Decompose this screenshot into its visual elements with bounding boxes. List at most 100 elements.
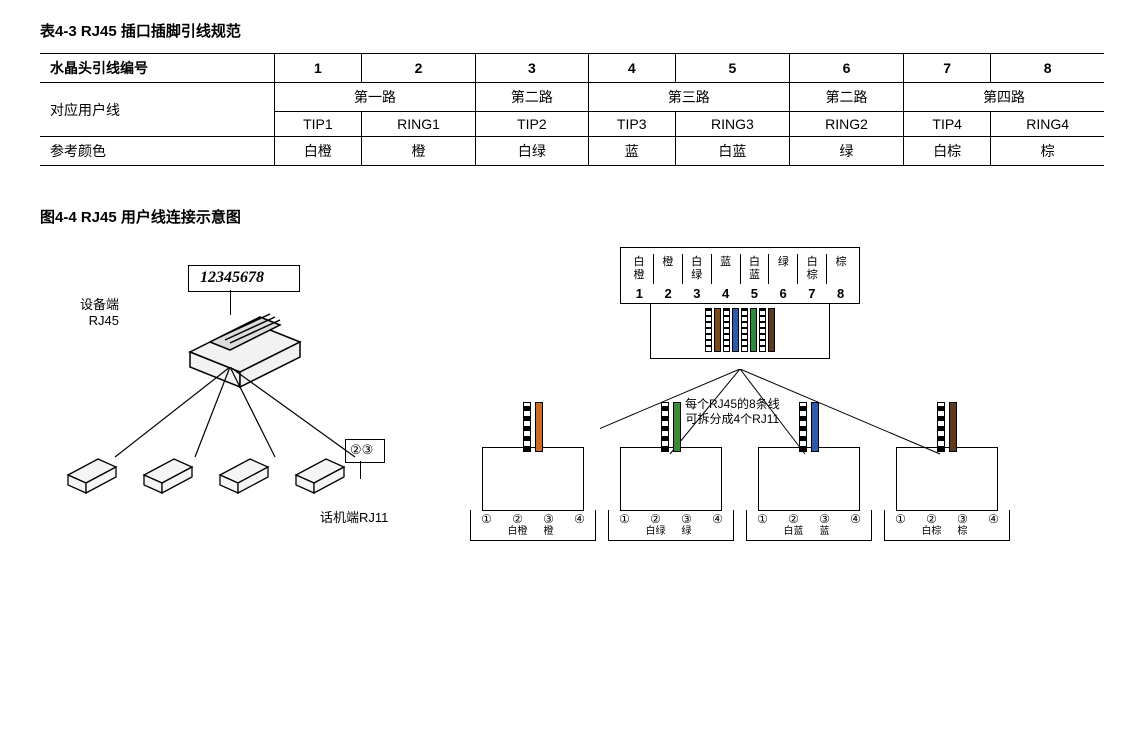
rj11-num: ①	[471, 512, 502, 526]
rj11-num: ③	[947, 512, 978, 526]
rj11-wire-2	[523, 402, 531, 452]
pn-4: 4	[711, 284, 740, 303]
rj11-color-label	[978, 526, 1009, 538]
rj11-wire-2	[937, 402, 945, 452]
rj11-num: ④	[840, 512, 871, 526]
hdr-userline: 对应用户线	[40, 83, 274, 137]
pc-1a: 白	[633, 256, 644, 268]
wire-8	[768, 308, 775, 352]
circled-23: ②③	[350, 442, 373, 458]
wire-3	[723, 308, 730, 352]
rj11-num: ④	[702, 512, 733, 526]
rj11-ports: ①②③④白橙橙①②③④白绿绿①②③④白蓝蓝①②③④白棕棕	[470, 447, 1010, 541]
route-3: 第三路	[588, 83, 789, 112]
circled-line	[360, 461, 361, 479]
sig-3: TIP2	[476, 112, 589, 137]
rj11-color-label: 白蓝	[778, 526, 809, 538]
figure-wrapper: 设备端 RJ45 12345678	[40, 247, 1104, 587]
note-l1: 每个RJ45的8条线	[685, 397, 780, 411]
rj11-num: ②	[778, 512, 809, 526]
wire-4	[732, 308, 739, 352]
col-4: 蓝	[588, 137, 675, 166]
wire-1	[705, 308, 712, 352]
wire-5	[741, 308, 748, 352]
route-1: 第一路	[274, 83, 475, 112]
rj11-color-label	[885, 526, 916, 538]
pin-2: 2	[361, 54, 475, 83]
rj11-body	[482, 447, 584, 511]
rj11-base: ①②③④白橙橙	[470, 510, 596, 541]
rj11-color-label	[564, 526, 595, 538]
pc-3b: 绿	[691, 269, 702, 281]
rj11-num: ①	[609, 512, 640, 526]
pin-label: 12345678	[200, 269, 264, 287]
col-7: 白棕	[904, 137, 991, 166]
rj11-icon	[136, 447, 198, 497]
rj11-color-label	[747, 526, 778, 538]
pc-5a: 白	[749, 256, 760, 268]
pin-spec-table: 水晶头引线编号 1 2 3 4 5 6 7 8 对应用户线 第一路 第二路 第三…	[40, 53, 1104, 166]
col-1: 白橙	[274, 137, 361, 166]
hdr-pinno: 水晶头引线编号	[40, 54, 274, 83]
rj11-num: ①	[747, 512, 778, 526]
pc-2a: 橙	[662, 256, 673, 268]
rj11-wire-3	[949, 402, 957, 452]
sig-5: RING3	[675, 112, 789, 137]
pc-7b: 棕	[807, 269, 818, 281]
rj11-color-label: 白橙	[502, 526, 533, 538]
rj11-wire-3	[673, 402, 681, 452]
rj11-wire-2	[661, 402, 669, 452]
pc-1b: 橙	[633, 269, 644, 281]
wire-2	[714, 308, 721, 352]
pc-3a: 白	[691, 256, 702, 268]
col-8: 棕	[991, 137, 1104, 166]
rj11-color-label: 蓝	[809, 526, 840, 538]
rj11-row	[60, 447, 350, 497]
sig-6: RING2	[789, 112, 903, 137]
pin-3: 3	[476, 54, 589, 83]
rj11-port-3: ①②③④白蓝蓝	[746, 447, 872, 541]
phone-label: 话机端RJ11	[320, 507, 388, 526]
table-title: 表4-3 RJ45 插口插脚引线规范	[40, 20, 1104, 41]
rj11-base: ①②③④白绿绿	[608, 510, 734, 541]
device-label-l1: 设备端	[80, 297, 119, 312]
rj11-num: ①	[885, 512, 916, 526]
rj11-num: ②	[916, 512, 947, 526]
route-4: 第四路	[904, 83, 1104, 112]
rj11-color-label	[840, 526, 871, 538]
rj11-num: ③	[533, 512, 564, 526]
pc-8a: 棕	[836, 256, 847, 268]
col-5: 白蓝	[675, 137, 789, 166]
rj11-color-label: 棕	[947, 526, 978, 538]
rj11-base: ①②③④白蓝蓝	[746, 510, 872, 541]
pn-7: 7	[798, 284, 827, 303]
pn-1: 1	[625, 284, 654, 303]
col-3: 白绿	[476, 137, 589, 166]
route-2: 第二路	[476, 83, 589, 112]
left-diagram: 设备端 RJ45 12345678	[40, 247, 420, 547]
rj11-base: ①②③④白棕棕	[884, 510, 1010, 541]
rj11-color-label: 绿	[671, 526, 702, 538]
pin-7: 7	[904, 54, 991, 83]
pin-4: 4	[588, 54, 675, 83]
rj11-wire-2	[799, 402, 807, 452]
rj11-icon	[288, 447, 350, 497]
rj11-wire-3	[811, 402, 819, 452]
pn-2: 2	[654, 284, 683, 303]
sig-8: RING4	[991, 112, 1104, 137]
rj11-color-label	[471, 526, 502, 538]
note-l2: 可拆分成4个RJ11	[685, 412, 779, 426]
pin-5: 5	[675, 54, 789, 83]
rj11-num: ③	[671, 512, 702, 526]
rj11-port-4: ①②③④白棕棕	[884, 447, 1010, 541]
port-numbers: 1 2 3 4 5 6 7 8	[625, 284, 855, 303]
rj11-body	[620, 447, 722, 511]
sig-1: TIP1	[274, 112, 361, 137]
sig-2: RING1	[361, 112, 475, 137]
pin-6: 6	[789, 54, 903, 83]
route-2b: 第二路	[789, 83, 903, 112]
port-color-labels: 白橙 橙 白绿 蓝 白蓝 绿 白棕 棕	[625, 254, 855, 284]
rj11-icon	[212, 447, 274, 497]
pn-8: 8	[826, 284, 855, 303]
pc-4a: 蓝	[720, 256, 731, 268]
